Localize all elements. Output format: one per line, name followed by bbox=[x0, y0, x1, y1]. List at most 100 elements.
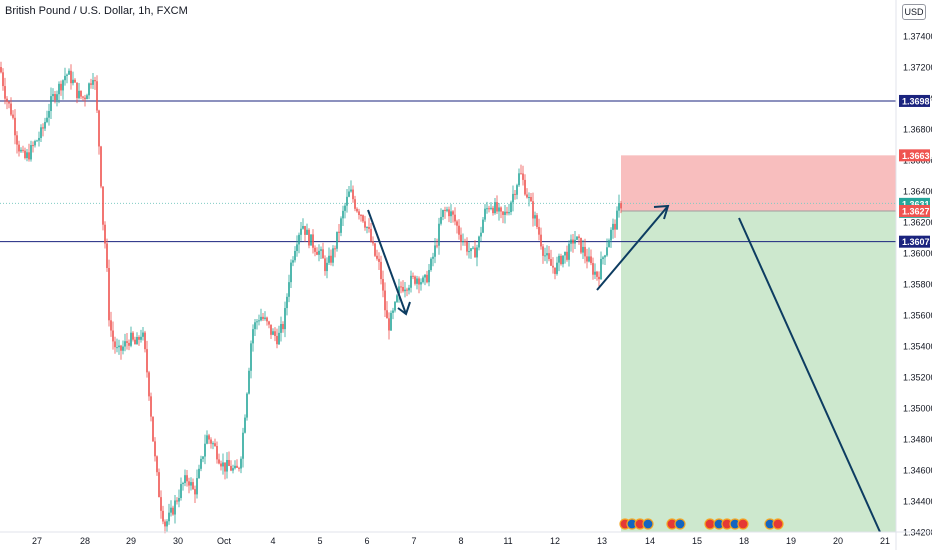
event-flag-icon[interactable] bbox=[772, 518, 784, 530]
drawn-arrow-up-head[interactable] bbox=[653, 204, 670, 220]
candle-body bbox=[200, 458, 202, 469]
candle-body bbox=[148, 372, 150, 397]
candle-body bbox=[374, 243, 376, 256]
current-price-label: 1.36317 bbox=[902, 199, 932, 209]
y-tick-label: 1.34600 bbox=[903, 466, 932, 476]
event-flag-icon[interactable] bbox=[642, 518, 654, 530]
entry-price-label-bg bbox=[899, 204, 930, 217]
candle-body bbox=[8, 101, 10, 104]
candle-body bbox=[318, 250, 320, 255]
x-tick-label: 14 bbox=[645, 536, 655, 546]
candle-body bbox=[98, 110, 100, 147]
event-flag-icon[interactable] bbox=[737, 518, 749, 530]
candle-body bbox=[300, 228, 302, 235]
candle-body bbox=[480, 232, 482, 237]
candle-body bbox=[602, 257, 604, 259]
candle-body bbox=[84, 97, 86, 100]
candle-body bbox=[162, 510, 164, 522]
candle-body bbox=[240, 458, 242, 469]
candle-body bbox=[328, 255, 330, 263]
candle-body bbox=[292, 260, 294, 263]
candle-body bbox=[592, 263, 594, 275]
drawn-arrow-down[interactable] bbox=[367, 209, 407, 315]
candle-body bbox=[360, 215, 362, 217]
candle-body bbox=[68, 70, 70, 75]
candle-body bbox=[574, 239, 576, 244]
candle-body bbox=[582, 246, 584, 253]
take-profit-zone[interactable] bbox=[621, 210, 896, 532]
candle-body bbox=[212, 443, 214, 445]
y-tick-label: 1.36800 bbox=[903, 125, 932, 135]
candle-body bbox=[366, 227, 368, 229]
candle-body bbox=[74, 79, 76, 83]
candle-body bbox=[316, 251, 318, 255]
candle-body bbox=[482, 219, 484, 233]
candle-body bbox=[308, 229, 310, 246]
candle-body bbox=[130, 332, 132, 346]
x-tick-label: 27 bbox=[32, 536, 42, 546]
candle-body bbox=[6, 98, 8, 102]
candle-body bbox=[256, 321, 258, 323]
candle-body bbox=[378, 258, 380, 262]
candle-body bbox=[46, 117, 48, 122]
candle-body bbox=[92, 80, 94, 85]
candle-body bbox=[544, 255, 546, 257]
x-tick-label: 19 bbox=[786, 536, 796, 546]
candle-body bbox=[196, 478, 198, 495]
candle-body bbox=[514, 193, 516, 195]
drawn-arrow-down-head[interactable] bbox=[397, 301, 411, 316]
candle-body bbox=[396, 295, 398, 302]
candle-body bbox=[194, 489, 196, 495]
currency-badge[interactable]: USD bbox=[902, 4, 926, 20]
candle-body bbox=[150, 396, 152, 417]
candle-body bbox=[230, 465, 232, 471]
candle-body bbox=[106, 243, 108, 269]
candle-body bbox=[502, 211, 504, 215]
candle-body bbox=[476, 247, 478, 258]
candle-body bbox=[478, 236, 480, 248]
candle-body bbox=[468, 251, 470, 253]
drawn-arrow-up[interactable] bbox=[596, 205, 669, 291]
x-tick-label: 11 bbox=[503, 536, 512, 546]
candle-body bbox=[458, 225, 460, 235]
stop-loss-zone[interactable] bbox=[621, 155, 896, 211]
candle-body bbox=[334, 248, 336, 250]
candle-body bbox=[112, 330, 114, 342]
y-tick-label: 1.35800 bbox=[903, 280, 932, 290]
entry-price-label: 1.36271 bbox=[902, 206, 932, 216]
candle-body bbox=[464, 241, 466, 243]
candle-body bbox=[386, 310, 388, 319]
candle-body bbox=[610, 229, 612, 241]
candle-body bbox=[336, 231, 338, 249]
candle-body bbox=[512, 193, 514, 203]
y-tick-label: 1.36200 bbox=[903, 218, 932, 228]
drawn-projection-line[interactable] bbox=[738, 217, 881, 533]
candle-body bbox=[100, 146, 102, 187]
x-tick-label: 13 bbox=[597, 536, 607, 546]
candle-body bbox=[2, 72, 4, 87]
candle-body bbox=[532, 201, 534, 219]
y-tick-label: 1.36400 bbox=[903, 187, 932, 197]
candle-body bbox=[22, 149, 24, 151]
candle-body bbox=[612, 223, 614, 230]
candle-body bbox=[448, 209, 450, 217]
candle-body bbox=[158, 472, 160, 498]
candle-body bbox=[484, 208, 486, 220]
candle-body bbox=[596, 271, 598, 277]
candle-body bbox=[562, 255, 564, 265]
candle-body bbox=[568, 243, 570, 260]
candle-body bbox=[280, 323, 282, 333]
candle-body bbox=[220, 463, 222, 467]
candle-body bbox=[416, 278, 418, 284]
candle-body bbox=[616, 210, 618, 230]
x-tick-label: 6 bbox=[364, 536, 369, 546]
candle-body bbox=[214, 443, 216, 447]
candle-body bbox=[244, 417, 246, 433]
event-flag-icon[interactable] bbox=[674, 518, 686, 530]
candle-body bbox=[430, 258, 432, 270]
candle-body bbox=[380, 261, 382, 280]
candle-body bbox=[330, 255, 332, 263]
candle-body bbox=[124, 341, 126, 347]
